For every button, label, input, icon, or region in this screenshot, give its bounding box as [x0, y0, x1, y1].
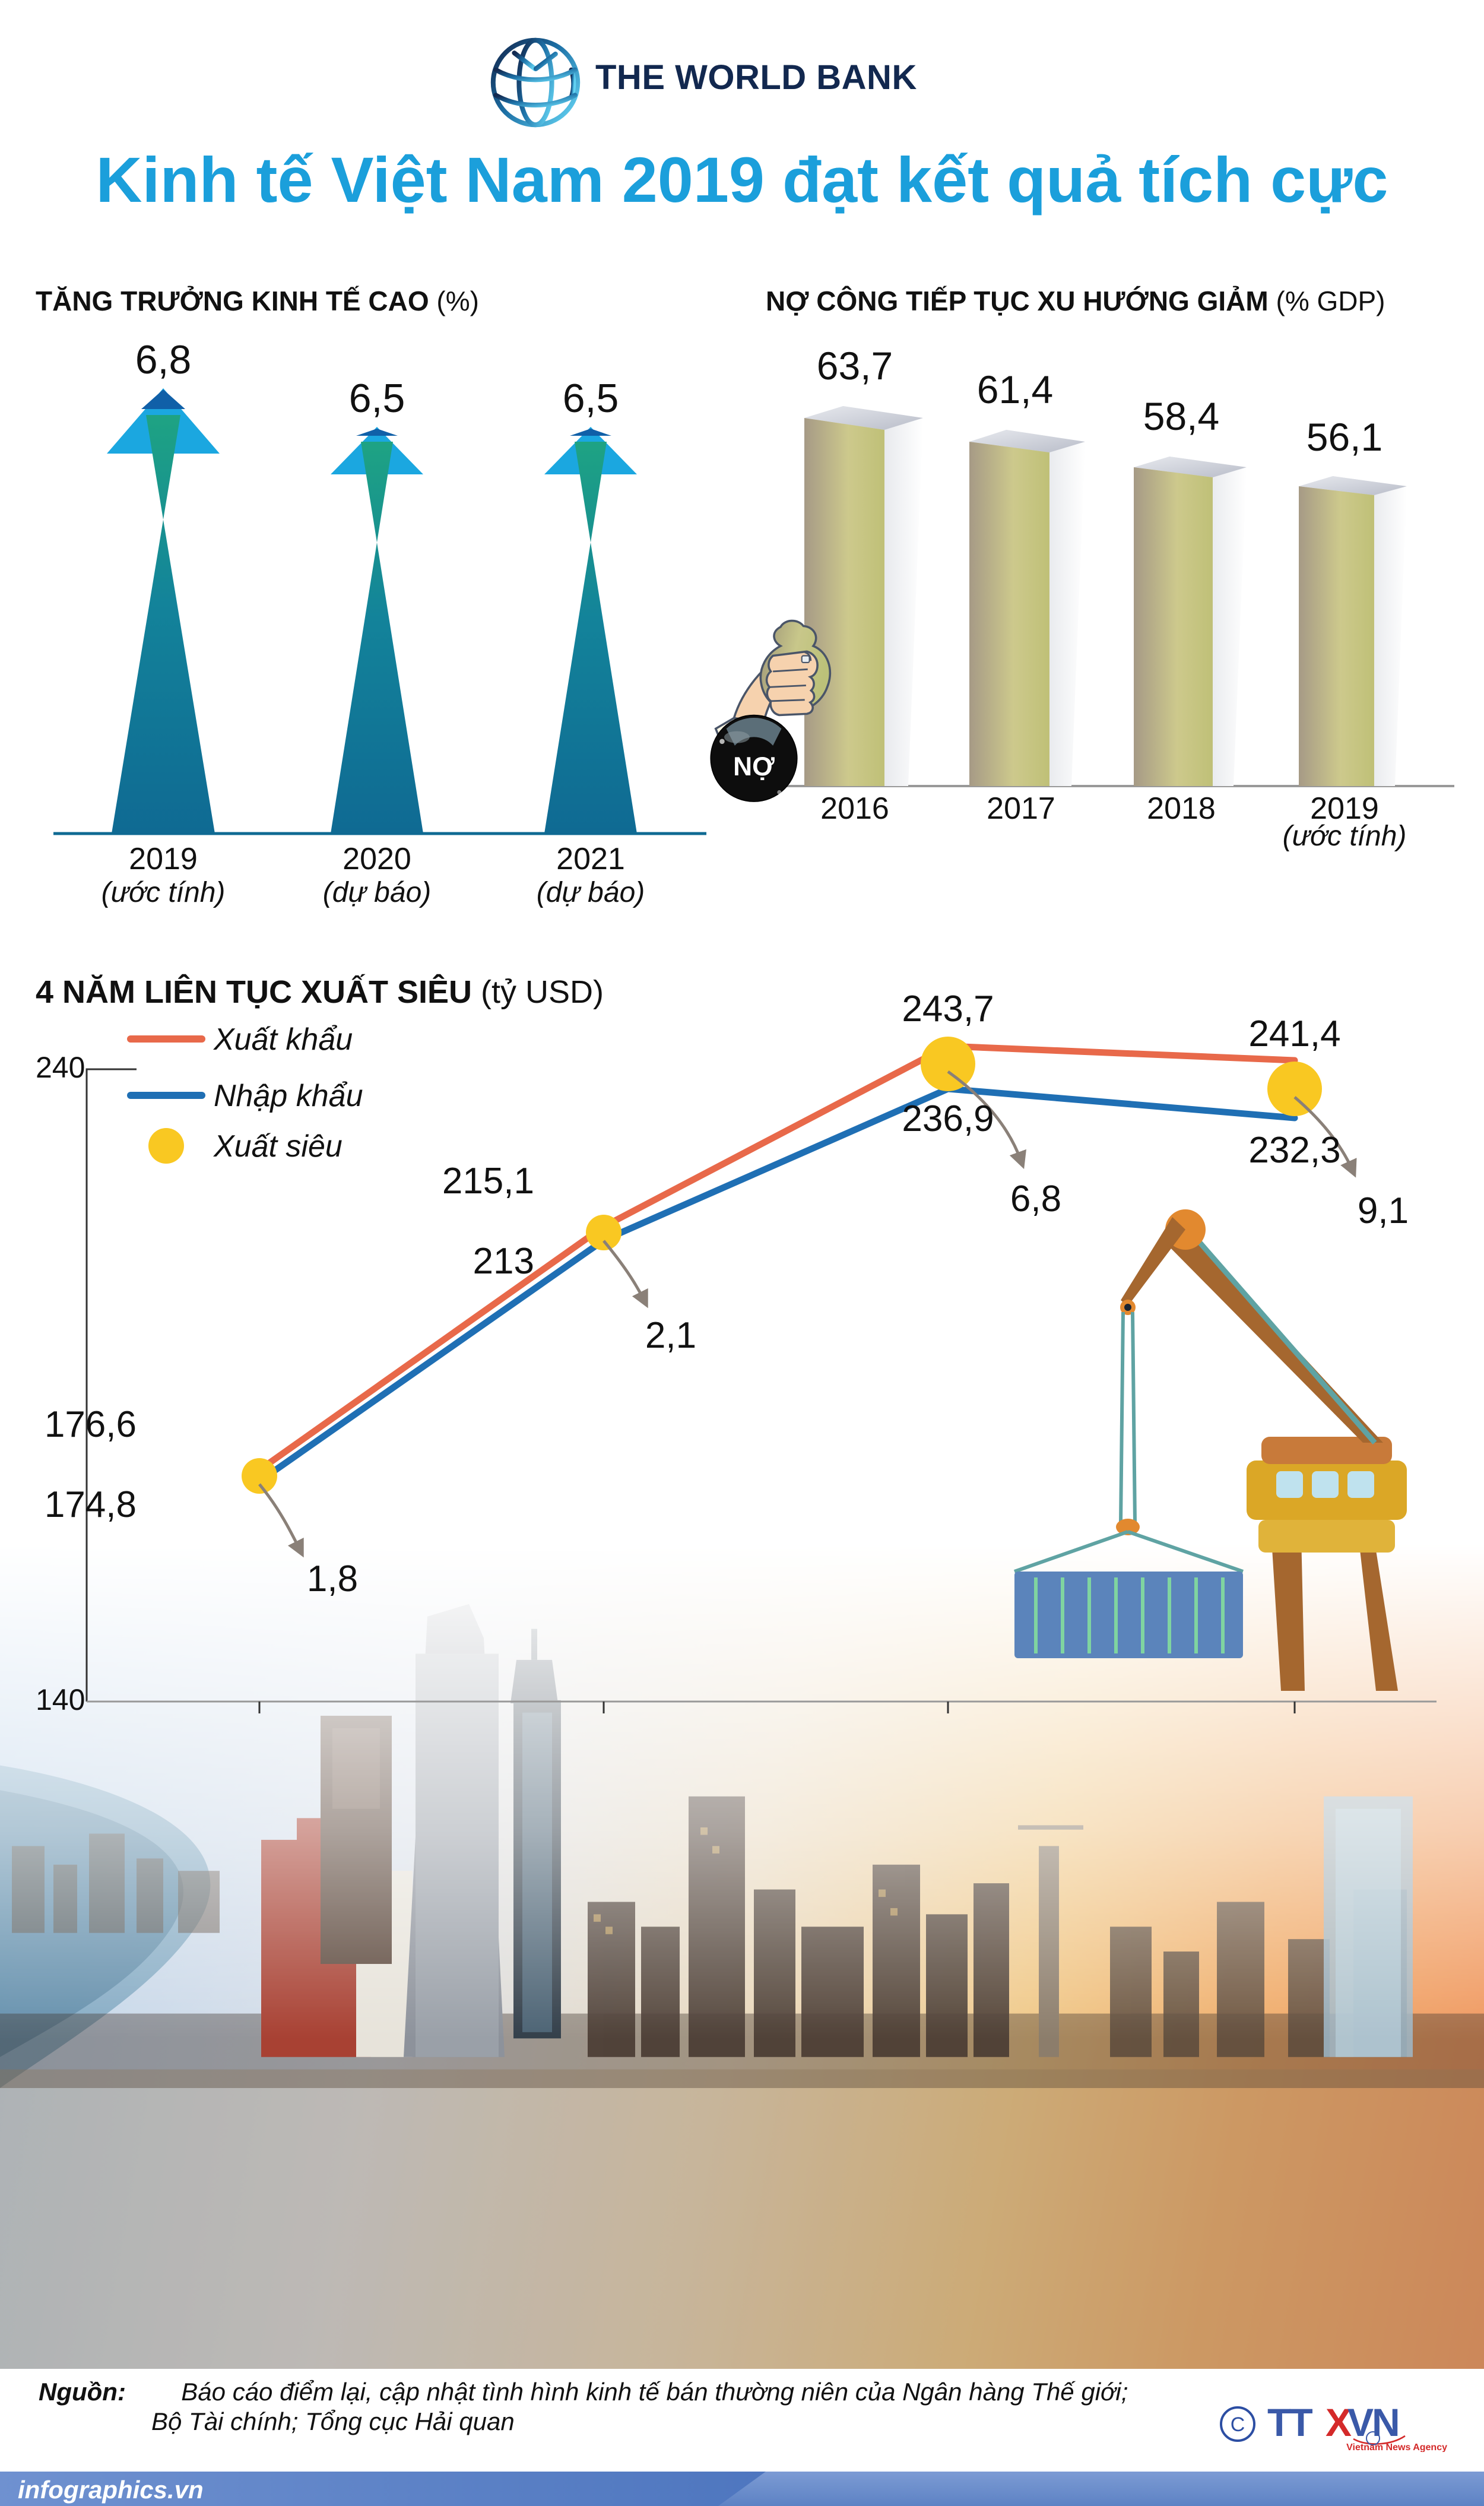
svg-text:Xuất siêu: Xuất siêu — [213, 1129, 343, 1164]
svg-text:240: 240 — [36, 1051, 85, 1084]
svg-text:Vietnam News Agency: Vietnam News Agency — [1346, 2442, 1447, 2452]
svg-text:2017: 2017 — [567, 1715, 641, 1722]
svg-text:213: 213 — [473, 1241, 534, 1282]
svg-text:176,6: 176,6 — [45, 1404, 137, 1445]
svg-text:236,9: 236,9 — [902, 1098, 994, 1139]
svg-text:9,1: 9,1 — [1358, 1190, 1409, 1231]
svg-text:140: 140 — [36, 1683, 85, 1716]
svg-text:215,1: 215,1 — [442, 1161, 534, 1202]
svg-text:2018: 2018 — [911, 1715, 985, 1722]
svg-text:VN: VN — [1347, 2400, 1399, 2444]
svg-text:Xuất khẩu: Xuất khẩu — [213, 1022, 353, 1057]
svg-text:174,8: 174,8 — [45, 1484, 137, 1525]
svg-text:2,1: 2,1 — [645, 1315, 696, 1356]
svg-text:TT: TT — [1267, 2400, 1312, 2444]
svg-text:1,8: 1,8 — [307, 1558, 358, 1599]
svg-text:243,7: 243,7 — [902, 989, 994, 1029]
svg-text:Nhập khẩu: Nhập khẩu — [214, 1079, 363, 1113]
svg-text:C: C — [1231, 2413, 1245, 2436]
svg-text:6,8: 6,8 — [1010, 1178, 1061, 1219]
svg-text:2016: 2016 — [223, 1715, 297, 1722]
svg-text:232,3: 232,3 — [1248, 1130, 1340, 1171]
svg-text:241,4: 241,4 — [1248, 1013, 1340, 1054]
svg-text:2019: 2019 — [1258, 1715, 1332, 1722]
